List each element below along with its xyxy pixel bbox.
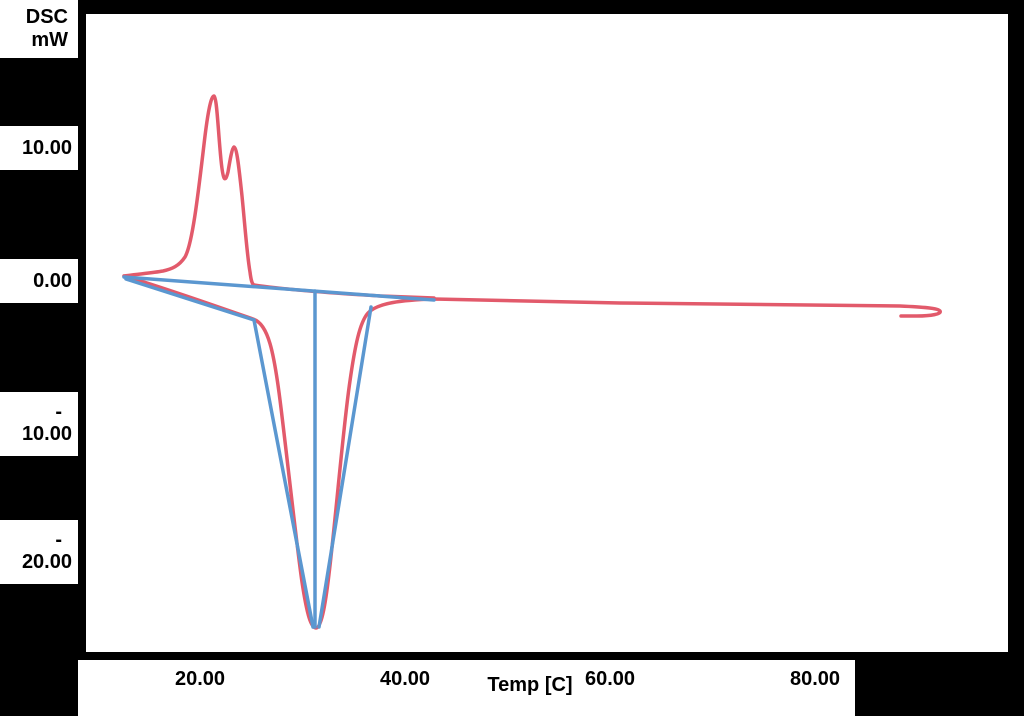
y-tick-label: 20.00 <box>21 551 72 573</box>
x-axis-strip <box>78 660 855 716</box>
y-axis-unit-line2: mW <box>31 29 68 51</box>
y-tick-label: 0.00 <box>33 270 72 292</box>
y-tick-neg20: - 20.00 <box>0 520 78 584</box>
y-tick-0: 0.00 <box>0 259 78 303</box>
plot-frame <box>78 6 1016 660</box>
x-tick-60: 60.00 <box>584 668 636 690</box>
x-tick-20: 20.00 <box>174 668 226 690</box>
y-axis-unit-label: DSC mW <box>0 0 78 58</box>
x-axis-title: Temp [C] <box>487 673 573 696</box>
x-axis-title-box: Temp [C] <box>477 662 583 708</box>
x-tick-80: 80.00 <box>789 668 841 690</box>
y-tick-label: 10.00 <box>21 423 72 445</box>
y-axis-unit-line1: DSC <box>25 6 68 28</box>
y-tick-neg10: - 10.00 <box>0 392 78 456</box>
y-tick-minus-sign: - <box>55 401 62 423</box>
x-tick-40: 40.00 <box>379 668 431 690</box>
y-tick-label: 10.00 <box>21 137 72 159</box>
y-tick-10: 10.00 <box>0 126 78 170</box>
y-tick-minus-sign: - <box>55 529 62 551</box>
